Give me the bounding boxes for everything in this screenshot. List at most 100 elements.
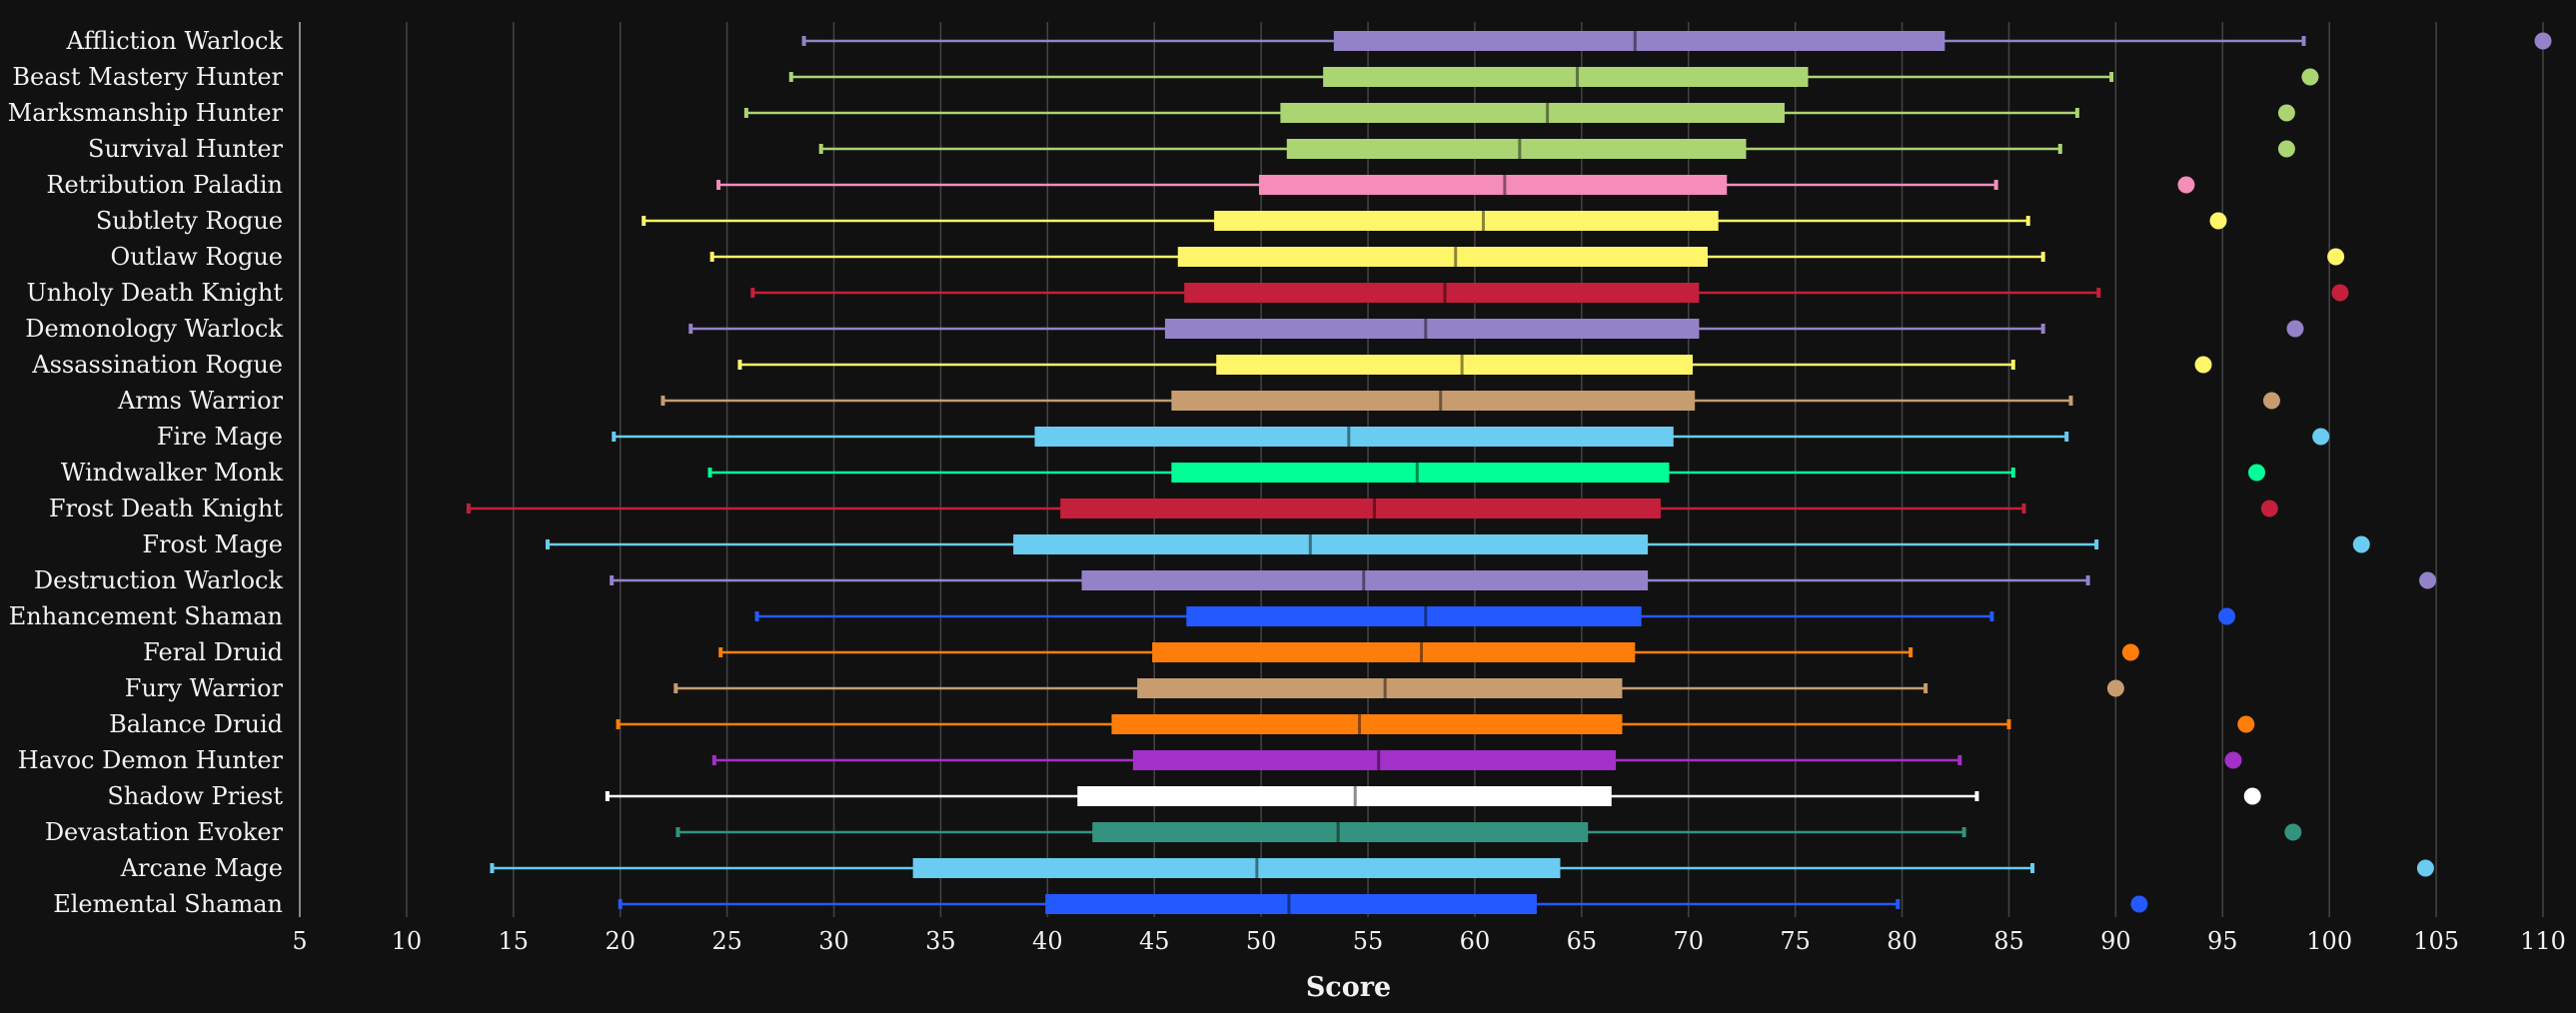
box (1286, 139, 1747, 159)
box-row (605, 786, 2261, 806)
category-label: Feral Druid (143, 638, 283, 666)
box-row (673, 678, 2124, 698)
x-tick-label: 95 (2207, 927, 2238, 955)
category-label: Frost Death Knight (49, 495, 284, 522)
box (1333, 31, 1945, 51)
box-row (688, 319, 2304, 339)
x-tick-label: 110 (2520, 927, 2566, 955)
box-row (618, 894, 2148, 914)
box (1164, 319, 1700, 339)
box-row (801, 31, 2552, 51)
outlier-point (2106, 679, 2124, 697)
box (1034, 427, 1674, 447)
box-row (709, 247, 2345, 267)
x-tick-label: 100 (2306, 927, 2352, 955)
box (1214, 211, 1719, 231)
box (1132, 750, 1617, 770)
outlier-point (2327, 248, 2345, 266)
outlier-point (2237, 715, 2255, 733)
x-tick-label: 10 (392, 927, 423, 955)
boxes (466, 31, 2552, 914)
x-tick-label: 25 (711, 927, 742, 955)
box-row (788, 67, 2319, 87)
x-tick-label: 30 (818, 927, 849, 955)
outlier-point (2218, 607, 2236, 625)
box-row (818, 139, 2295, 159)
category-label: Assassination Rogue (31, 351, 283, 379)
box (1137, 678, 1623, 698)
outlier-point (2301, 68, 2319, 86)
outlier-point (2419, 571, 2437, 589)
x-tick-label: 70 (1673, 927, 1704, 955)
outlier-point (2260, 500, 2278, 517)
x-tick-label: 55 (1353, 927, 1384, 955)
box-row (642, 211, 2227, 231)
outlier-point (2277, 104, 2295, 122)
outlier-point (2130, 895, 2148, 913)
box (1045, 894, 1537, 914)
box (1060, 499, 1661, 518)
x-tick-label: 35 (925, 927, 956, 955)
box-row (737, 355, 2212, 375)
box (1171, 391, 1696, 411)
outlier-point (2284, 823, 2302, 841)
box-row (610, 570, 2437, 590)
outlier-point (2247, 464, 2265, 482)
category-labels: Affliction Warlock Beast Mastery Hunter Ma… (8, 27, 284, 918)
category-label: Enhancement Shaman (9, 602, 283, 630)
x-tick-label: 80 (1887, 927, 1918, 955)
box (1077, 786, 1612, 806)
box (1280, 103, 1785, 123)
box-row (707, 463, 2265, 483)
category-label: Arcane Mage (120, 854, 283, 882)
category-label: Affliction Warlock (65, 27, 283, 55)
box (1184, 283, 1700, 303)
x-tick-label: 65 (1567, 927, 1598, 955)
category-label: Unholy Death Knight (27, 279, 284, 307)
category-label: Shadow Priest (107, 782, 283, 810)
category-label: Beast Mastery Hunter (12, 63, 283, 91)
outlier-point (2121, 643, 2139, 661)
x-tick-label: 40 (1032, 927, 1063, 955)
box (1171, 463, 1670, 483)
x-tick-label: 20 (605, 927, 636, 955)
box (1081, 570, 1649, 590)
category-label: Demonology Warlock (25, 315, 283, 343)
x-tick-label: 45 (1139, 927, 1170, 955)
box (1216, 355, 1694, 375)
outlier-point (2331, 284, 2349, 302)
box (912, 858, 1561, 878)
category-label: Havoc Demon Hunter (18, 746, 284, 774)
box-row (546, 534, 2370, 554)
box-row (743, 103, 2295, 123)
outlier-point (2312, 428, 2330, 446)
category-label: Windwalker Monk (61, 459, 284, 487)
box (1323, 67, 1809, 87)
category-label: Balance Druid (109, 710, 283, 738)
category-label: Frost Mage (142, 530, 283, 558)
outlier-point (2177, 176, 2195, 194)
box (1186, 606, 1642, 626)
outlier-point (2262, 392, 2280, 410)
outlier-point (2352, 535, 2370, 553)
category-label: Fire Mage (157, 423, 283, 451)
category-label: Subtlety Rogue (96, 207, 283, 235)
outlier-point (2277, 140, 2295, 158)
category-label: Destruction Warlock (34, 566, 284, 594)
x-tick-label: 5 (292, 927, 307, 955)
x-axis-title: Score (1306, 972, 1391, 1003)
box-row (754, 606, 2236, 626)
outlier-point (2416, 859, 2434, 877)
box-row (660, 391, 2280, 411)
category-label: Fury Warrior (125, 674, 284, 702)
category-label: Devastation Evoker (45, 818, 284, 846)
box-row (616, 714, 2255, 734)
box (1152, 642, 1636, 662)
outlier-point (2286, 320, 2304, 338)
box-row (675, 822, 2302, 842)
category-label: Survival Hunter (88, 135, 283, 163)
box-row (718, 642, 2139, 662)
box (1259, 175, 1728, 195)
x-tick-label: 75 (1780, 927, 1811, 955)
